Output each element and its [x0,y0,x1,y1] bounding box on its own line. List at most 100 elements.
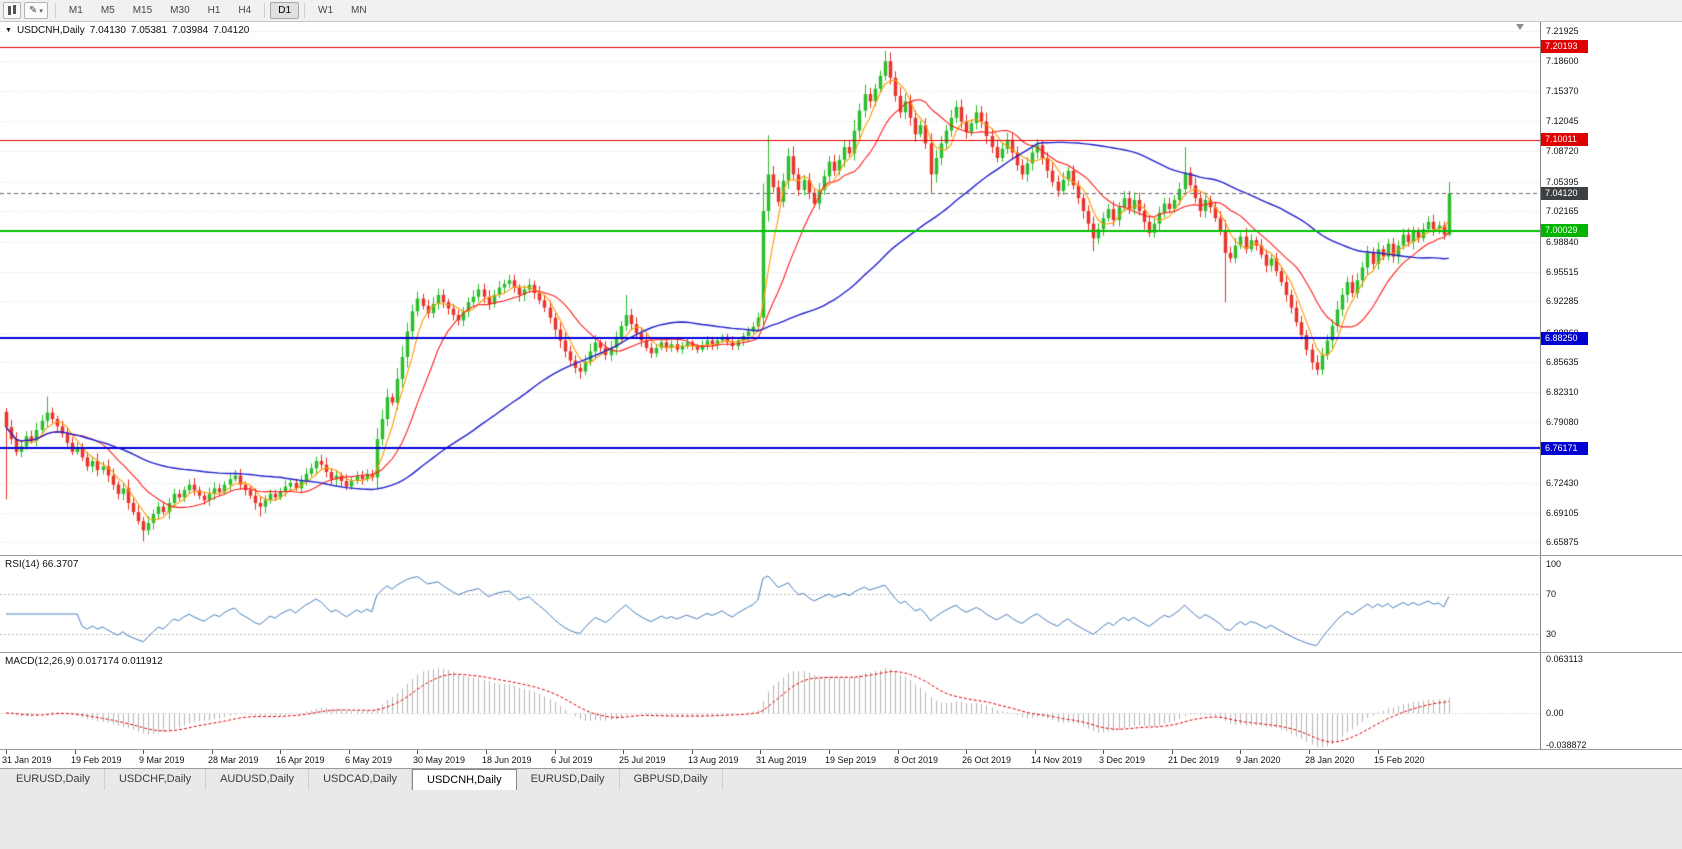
rsi-label: RSI(14) 66.3707 [5,559,79,570]
price-axis-label: 6.98840 [1546,236,1579,247]
time-axis-tick [1378,750,1379,754]
time-axis-tick [212,750,213,754]
chart-shift-marker-icon[interactable] [1516,24,1524,30]
macd-axis-label: 0.00 [1546,708,1564,718]
price-axis-label: 6.72430 [1546,477,1579,488]
time-axis-tick [555,750,556,754]
time-axis-tick [280,750,281,754]
price-level-badge: 6.88250 [1541,331,1588,345]
chart-tab-0[interactable]: EURUSD,Daily [2,769,105,790]
chart-title-readout[interactable]: ▼ USDCNH,Daily 7.04130 7.05381 7.03984 7.0412… [5,25,254,36]
time-axis-tick [898,750,899,754]
time-axis-tick [486,750,487,754]
price-axis-label: 7.08720 [1546,146,1579,157]
macd-axis[interactable] [1540,653,1682,749]
toolbar: ✎ ▾ M1 M5 M15 M30 H1 H4 D1 W1 MN [0,0,1682,22]
rsi-canvas[interactable] [0,556,1540,652]
rsi-indicator-pane[interactable]: RSI(14) 66.3707 100 70 30 [0,556,1682,652]
chart-tab-6[interactable]: GBPUSD,Daily [620,769,723,790]
price-level-badge: 7.04120 [1541,186,1588,200]
price-axis[interactable] [1540,22,1682,555]
date-label: 3 Dec 2019 [1099,755,1146,765]
price-level-badge: 7.10011 [1541,133,1588,147]
main-chart-pane[interactable]: ▼ USDCNH,Daily 7.04130 7.05381 7.03984 7.0412… [0,22,1682,555]
time-axis-tick [966,750,967,754]
timeframe-button-group: M1 M5 M15 M30 H1 H4 D1 W1 MN [60,2,376,19]
price-axis-label: 7.02165 [1546,206,1579,217]
timeframe-button-m1[interactable]: M1 [68,5,83,16]
timeframe-button-w1[interactable]: W1 [318,5,334,16]
price-axis-label: 7.18600 [1546,56,1579,67]
price-axis-label: 6.65875 [1546,537,1579,548]
date-label: 19 Feb 2019 [71,755,122,765]
timeframe-button-h1[interactable]: H1 [207,5,221,16]
date-label: 21 Dec 2019 [1168,755,1220,765]
rsi-axis-label: 70 [1546,589,1557,599]
date-label: 8 Oct 2019 [894,755,939,765]
timeframe-button-m15[interactable]: M15 [132,5,153,16]
toolbar-separator [304,3,306,18]
pane-splitter[interactable] [0,555,1682,556]
price-axis-label: 7.12045 [1546,116,1579,127]
collapse-indicator-icon[interactable]: ▼ [5,27,12,34]
macd-canvas[interactable] [0,653,1540,749]
time-axis-tick [349,750,350,754]
price-axis-label: 7.15370 [1546,85,1579,96]
chart-tab-3[interactable]: USDCAD,Daily [309,769,413,790]
date-label: 9 Jan 2020 [1236,755,1281,765]
macd-axis-label: 0.063113 [1546,654,1583,665]
timeframe-button-h4[interactable]: H4 [238,5,252,16]
date-label: 19 Sep 2019 [825,755,877,765]
timeframe-button-d1[interactable]: D1 [270,2,300,19]
date-label: 9 Mar 2019 [139,755,185,765]
price-axis-label: 6.95515 [1546,266,1579,277]
rsi-axis[interactable] [1540,556,1682,652]
date-label: 6 May 2019 [345,755,393,765]
time-axis-tick [1103,750,1104,754]
toolbar-separator [264,3,266,18]
chart-type-button[interactable] [3,2,21,19]
price-axis-label: 6.85635 [1546,357,1579,368]
low-value: 7.03984 [172,25,209,36]
pane-splitter[interactable] [0,749,1682,750]
date-label: 26 Oct 2019 [962,755,1012,765]
timeframe-button-mn[interactable]: MN [351,5,367,16]
time-axis-tick [692,750,693,754]
macd-indicator-pane[interactable]: MACD(12,26,9) 0.017174 0.011912 0.063113… [0,653,1682,749]
caret-down-icon: ▾ [39,7,43,15]
symbol-timeframe-label: USDCNH,Daily [16,25,85,36]
chart-tab-1[interactable]: USDCHF,Daily [105,769,207,790]
toolbar-separator [54,3,56,18]
time-axis-tick [417,750,418,754]
macd-axis-label: -0.038872 [1546,740,1587,749]
pencil-icon: ✎ [29,4,38,16]
price-axis-label: 7.21925 [1546,25,1579,36]
timeframe-button-m30[interactable]: M30 [170,5,190,16]
price-axis-label: 6.69105 [1546,507,1579,518]
rsi-axis-label: 100 [1546,559,1562,569]
main-chart-canvas[interactable] [0,22,1540,555]
window-bottom-area [0,790,1682,849]
candlestick-chart-icon [8,6,11,15]
date-label: 28 Jan 2020 [1305,755,1355,765]
price-axis-label: 7.05395 [1546,176,1579,187]
time-axis[interactable]: 31 Jan 2019 19 Feb 2019 9 Mar 2019 28 Mar 2… [0,750,1682,768]
chart-tab-4[interactable]: USDCNH,Daily [412,769,517,790]
chart-tab-bar: EURUSD,Daily USDCHF,Daily AUDUSD,Daily USDC… [0,768,1682,790]
chart-tab-5[interactable]: EURUSD,Daily [517,769,620,790]
pane-splitter[interactable] [0,652,1682,653]
drawing-tools-button[interactable]: ✎ ▾ [24,2,48,19]
date-label: 16 Apr 2019 [276,755,325,765]
time-axis-tick [623,750,624,754]
chart-tab-2[interactable]: AUDUSD,Daily [206,769,310,790]
date-label: 18 Jun 2019 [482,755,532,765]
price-axis-label: 6.82310 [1546,387,1579,398]
time-axis-tick [75,750,76,754]
time-axis-tick [1172,750,1173,754]
price-level-badge: 6.76171 [1541,441,1588,455]
rsi-axis-label: 30 [1546,629,1557,639]
timeframe-button-m5[interactable]: M5 [100,5,115,16]
date-label: 13 Aug 2019 [688,755,739,765]
date-label: 14 Nov 2019 [1031,755,1083,765]
